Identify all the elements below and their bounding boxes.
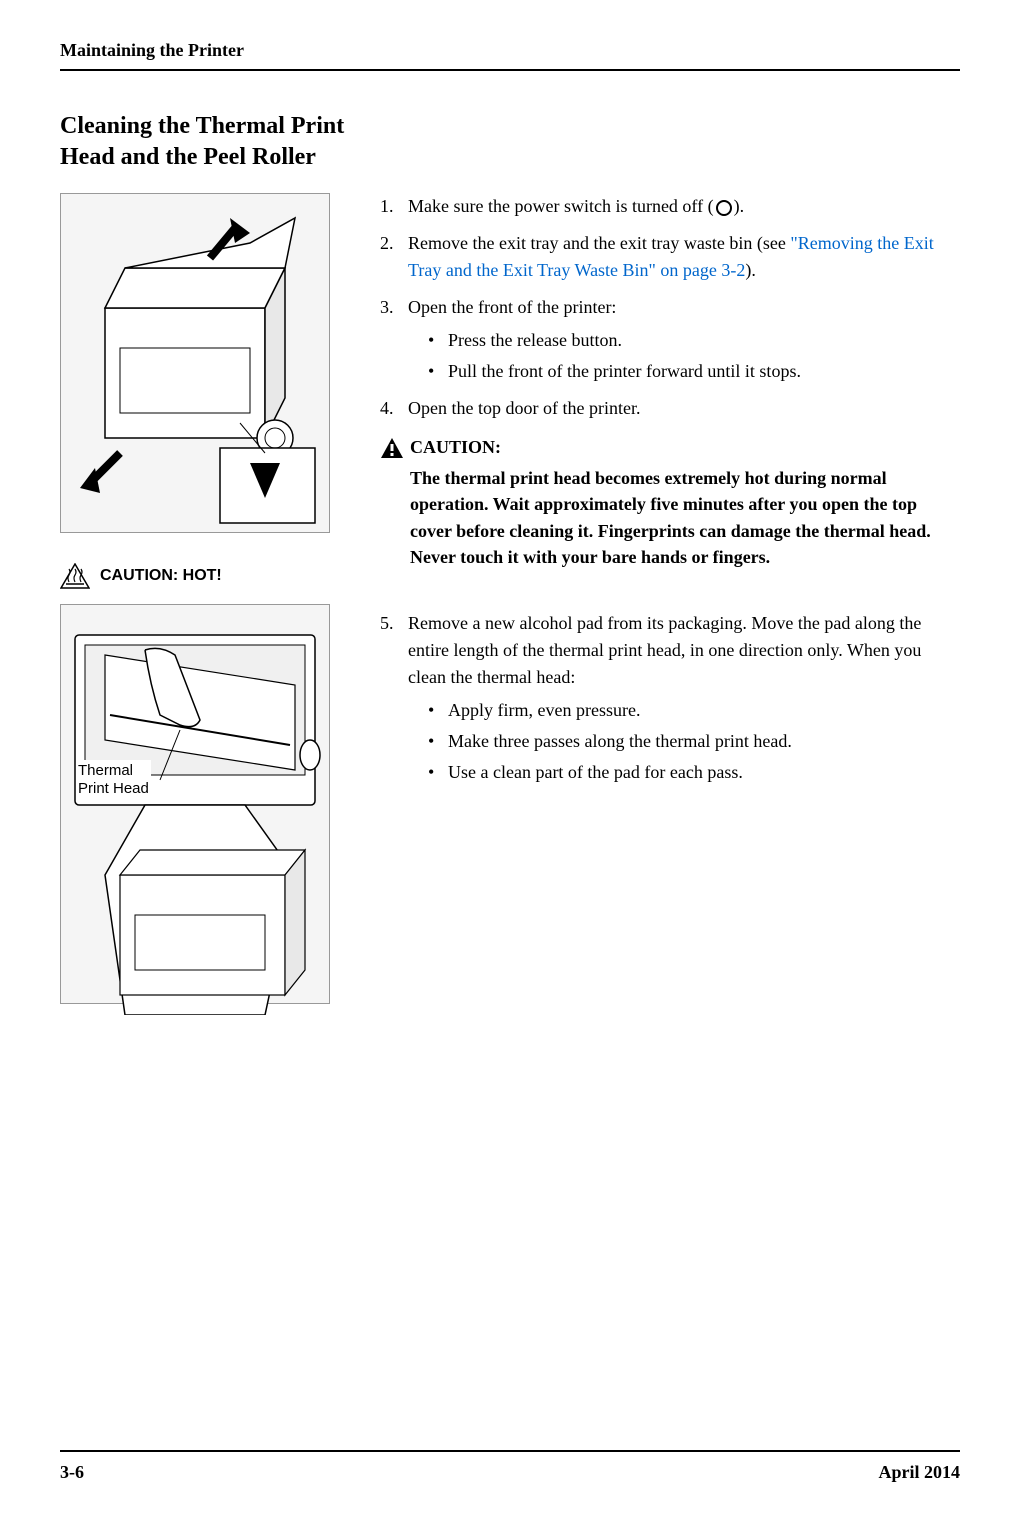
- caution-heading: CAUTION:: [380, 434, 960, 461]
- step-2-text-a: Remove the exit tray and the exit tray w…: [408, 233, 790, 253]
- instruction-list: 1. Make sure the power switch is turned …: [380, 193, 960, 422]
- instruction-list-continued: 5. Remove a new alcohol pad from its pac…: [380, 610, 960, 786]
- step-5-sub3: Use a clean part of the pad for each pas…: [428, 759, 960, 786]
- printer-illustration-1: [65, 198, 325, 528]
- thermal-label-line2: Print Head: [78, 780, 149, 797]
- step-5-sub2: Make three passes along the thermal prin…: [428, 728, 960, 755]
- step-5-text: Remove a new alcohol pad from its packag…: [408, 613, 921, 687]
- step-5-num: 5.: [380, 610, 394, 637]
- thermal-label-line1: Thermal: [78, 762, 133, 779]
- hot-surface-icon: [60, 563, 90, 589]
- page-footer: 3-6 April 2014: [60, 1450, 960, 1483]
- step-4: 4. Open the top door of the printer.: [380, 395, 960, 422]
- step-5: 5. Remove a new alcohol pad from its pac…: [380, 610, 960, 786]
- figure-printer-open: [60, 193, 330, 533]
- step-1-text-a: Make sure the power switch is turned off…: [408, 196, 714, 216]
- step-2-text-b: ).: [745, 260, 756, 280]
- step-3: 3. Open the front of the printer: Press …: [380, 294, 960, 385]
- step-3-text: Open the front of the printer:: [408, 297, 616, 317]
- step-3-num: 3.: [380, 294, 394, 321]
- right-column: 1. Make sure the power switch is turned …: [380, 193, 960, 1004]
- step-1-text-b: ).: [734, 196, 745, 216]
- content-wrapper: CAUTION: HOT! Thermal Print Head: [60, 193, 960, 1004]
- figure-thermal-head: Thermal Print Head: [60, 604, 330, 1004]
- step-3-sub1: Press the release button.: [428, 327, 960, 354]
- printer-illustration-2: [65, 625, 325, 1015]
- footer-page-number: 3-6: [60, 1462, 84, 1483]
- caution-title: CAUTION:: [410, 434, 501, 461]
- header-title: Maintaining the Printer: [60, 40, 244, 60]
- left-column: CAUTION: HOT! Thermal Print Head: [60, 193, 360, 1004]
- caution-body: The thermal print head becomes extremely…: [380, 465, 960, 569]
- step-2: 2. Remove the exit tray and the exit tra…: [380, 230, 960, 284]
- step-3-sub2: Pull the front of the printer forward un…: [428, 358, 960, 385]
- footer-date: April 2014: [878, 1462, 960, 1483]
- power-off-icon: [716, 200, 732, 216]
- step-4-text: Open the top door of the printer.: [408, 398, 640, 418]
- step-1: 1. Make sure the power switch is turned …: [380, 193, 960, 220]
- caution-hot-label: CAUTION: HOT!: [100, 567, 222, 585]
- step-5-sublist: Apply firm, even pressure. Make three pa…: [408, 697, 960, 786]
- warning-icon: [380, 437, 404, 459]
- thermal-head-label: Thermal Print Head: [76, 760, 151, 800]
- section-title: Cleaning the Thermal Print Head and the …: [60, 111, 380, 173]
- step-1-num: 1.: [380, 193, 394, 220]
- step-3-sublist: Press the release button. Pull the front…: [408, 327, 960, 385]
- step-5-sub1: Apply firm, even pressure.: [428, 697, 960, 724]
- step-4-num: 4.: [380, 395, 394, 422]
- page-header: Maintaining the Printer: [60, 40, 960, 71]
- caution-hot-row: CAUTION: HOT!: [60, 563, 360, 589]
- caution-block: CAUTION: The thermal print head becomes …: [380, 434, 960, 569]
- step-2-num: 2.: [380, 230, 394, 257]
